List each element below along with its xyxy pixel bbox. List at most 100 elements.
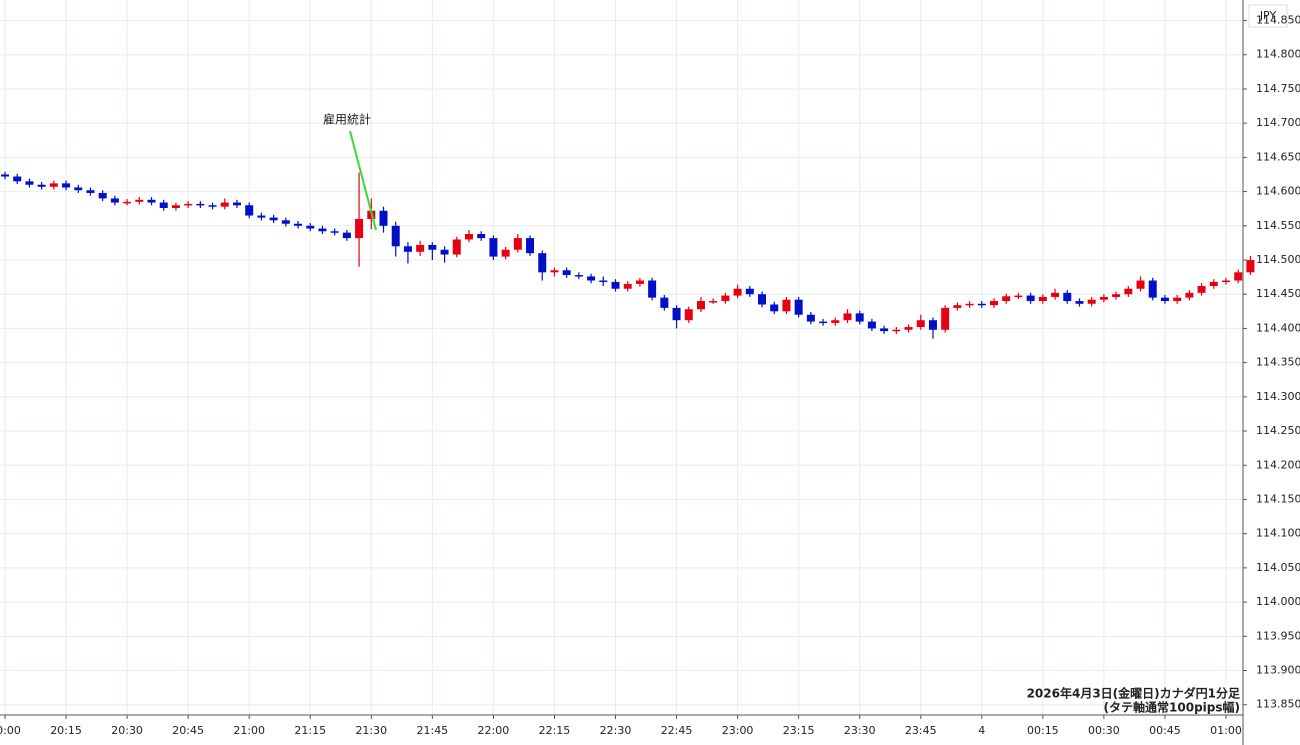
- candle-body: [416, 244, 425, 252]
- candle-body: [1222, 280, 1230, 283]
- x-tick-label: 00:15: [1027, 724, 1059, 737]
- grid: [0, 0, 1243, 715]
- y-tick-label: 114.850: [1256, 14, 1300, 27]
- candle-body: [965, 303, 974, 306]
- y-tick-label: 114.100: [1256, 527, 1300, 540]
- candle-body: [245, 205, 254, 216]
- candle-body: [1185, 292, 1194, 298]
- y-tick-label: 114.050: [1256, 561, 1300, 574]
- candle-body: [159, 202, 168, 208]
- candle-body: [623, 283, 632, 289]
- candle-body: [831, 320, 840, 323]
- candle-body: [648, 280, 657, 298]
- candle-body: [1038, 296, 1047, 302]
- x-tick-label: 20:30: [111, 724, 143, 737]
- candle-body: [941, 307, 950, 330]
- x-tick-label: 21:15: [294, 724, 326, 737]
- candle-body: [709, 301, 718, 303]
- x-tick-label: 21:30: [355, 724, 387, 737]
- annotation: 雇用統計: [323, 112, 371, 127]
- candle-body: [611, 281, 620, 289]
- candle-body: [660, 297, 669, 308]
- candle-body: [880, 328, 889, 332]
- x-tick-label: 20:45: [172, 724, 204, 737]
- x-tick-label: 21:45: [416, 724, 448, 737]
- candle-body: [147, 199, 156, 203]
- candle-body: [13, 176, 22, 182]
- candle-body: [281, 220, 290, 224]
- candle-body: [25, 181, 34, 185]
- candle-body: [489, 238, 498, 257]
- candle-body: [1063, 292, 1072, 302]
- x-tick-label: 23:00: [722, 724, 754, 737]
- y-tick-label: 114.550: [1256, 219, 1300, 232]
- candle-body: [1246, 260, 1255, 273]
- y-tick-label: 114.450: [1256, 287, 1300, 300]
- footer-line: (タテ軸通常100pips幅): [1104, 700, 1240, 715]
- x-tick-label: 00:30: [1088, 724, 1120, 737]
- candle-body: [257, 215, 266, 218]
- candle-body: [37, 184, 46, 187]
- candle-body: [355, 218, 364, 239]
- candle-body: [1002, 296, 1011, 302]
- candle-body: [843, 313, 852, 321]
- x-tick-label: 22:00: [478, 724, 510, 737]
- candle-body: [1112, 294, 1121, 297]
- y-tick-label: 114.200: [1256, 458, 1300, 471]
- candle-body: [440, 249, 449, 255]
- candle-body: [269, 217, 278, 221]
- candle-body: [538, 253, 547, 273]
- candle-body: [318, 228, 327, 232]
- candle-body: [98, 192, 107, 199]
- candle-body: [953, 305, 962, 308]
- candle-body: [452, 239, 461, 255]
- candle-body: [513, 238, 522, 250]
- y-tick-label: 114.250: [1256, 424, 1300, 437]
- candle-body: [342, 232, 351, 239]
- y-tick-label: 114.350: [1256, 356, 1300, 369]
- y-tick-label: 114.500: [1256, 253, 1300, 266]
- x-tick-label: 22:45: [661, 724, 693, 737]
- candle-body: [855, 313, 864, 322]
- candle-body: [403, 246, 412, 252]
- candle-body: [782, 299, 791, 312]
- candle-body: [1051, 292, 1060, 297]
- candle-body: [892, 329, 901, 332]
- candle-body: [1014, 295, 1023, 298]
- y-tick-label: 114.300: [1256, 390, 1300, 403]
- y-tick-label: 114.700: [1256, 116, 1300, 129]
- candle-body: [501, 249, 510, 257]
- x-tick-label: 4: [978, 724, 985, 737]
- candle-body: [464, 234, 473, 240]
- candle-body: [1124, 288, 1133, 295]
- candle-body: [306, 225, 315, 229]
- candle-body: [562, 270, 571, 276]
- candle-body: [135, 199, 144, 202]
- candle-body: [391, 225, 400, 247]
- candle-body: [379, 210, 388, 226]
- candle-body: [794, 299, 803, 315]
- candle-body: [477, 234, 486, 239]
- candle-body: [990, 301, 999, 306]
- candle-body: [819, 321, 828, 324]
- candle-body: [123, 201, 132, 204]
- candle-body: [171, 205, 180, 208]
- candle-body: [428, 244, 437, 250]
- candle-body: [635, 280, 644, 284]
- footer-line: 2026年4月3日(金曜日)カナダ円1分足: [1027, 686, 1240, 701]
- candle-body: [587, 276, 596, 281]
- currency-box: [1248, 4, 1288, 28]
- y-tick-label: 114.650: [1256, 150, 1300, 163]
- candle-body: [758, 294, 767, 305]
- y-tick-label: 114.150: [1256, 492, 1300, 505]
- y-tick-label: 114.800: [1256, 48, 1300, 61]
- x-tick-label: 23:30: [844, 724, 876, 737]
- candle-body: [1075, 301, 1084, 304]
- candle-body: [745, 288, 754, 295]
- candle-body: [904, 327, 913, 330]
- candle-body: [977, 303, 986, 306]
- candle-body: [49, 183, 58, 187]
- candle-body: [721, 295, 730, 302]
- candle-body: [1087, 299, 1096, 304]
- x-tick-label: 20:00: [0, 724, 21, 737]
